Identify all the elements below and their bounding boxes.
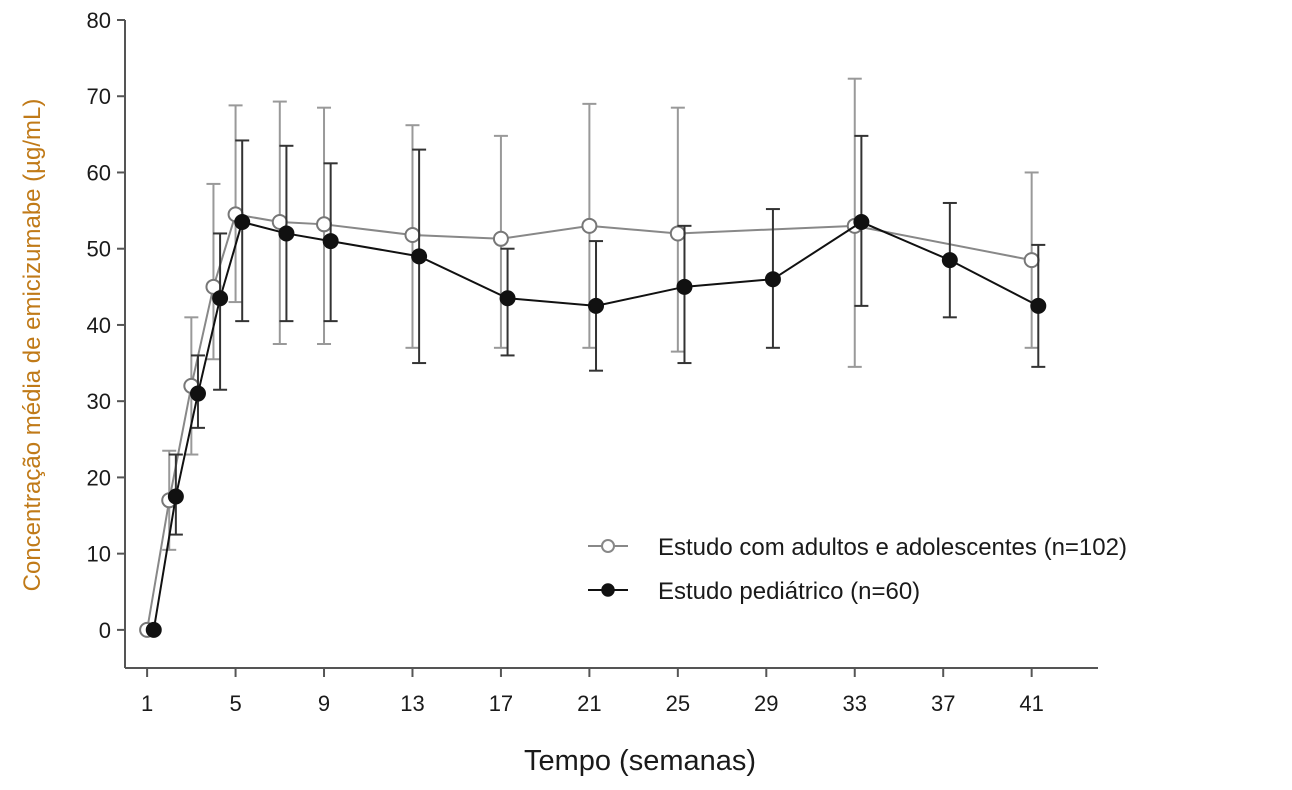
- y-tick-label: 70: [87, 84, 111, 109]
- x-tick-label: 41: [1019, 691, 1043, 716]
- y-axis-title: Concentração média de emicizumabe (µg/mL…: [19, 99, 46, 592]
- data-point-adults: [492, 230, 509, 247]
- y-tick-label: 0: [99, 618, 111, 643]
- data-point-pediatric: [941, 252, 958, 269]
- data-point-pediatric: [145, 621, 162, 638]
- y-tick-label: 40: [87, 313, 111, 338]
- series-layer: [139, 77, 1047, 638]
- axes: [124, 20, 1098, 669]
- data-point-pediatric: [278, 225, 295, 242]
- x-tick-label: 29: [754, 691, 778, 716]
- y-tick-label: 50: [87, 237, 111, 262]
- series-adults: [139, 77, 1040, 638]
- data-point-pediatric: [764, 271, 781, 288]
- data-point-adults: [316, 216, 333, 233]
- legend-marker-adults: [601, 539, 615, 553]
- x-tick-label: 9: [318, 691, 330, 716]
- data-point-pediatric: [189, 385, 206, 402]
- data-point-pediatric: [322, 233, 339, 250]
- data-point-adults: [581, 217, 598, 234]
- data-point-adults: [1023, 252, 1040, 269]
- data-point-pediatric: [1030, 297, 1047, 314]
- legend-label-pediatric: Estudo pediátrico (n=60): [658, 578, 920, 605]
- x-tick-label: 5: [229, 691, 241, 716]
- y-tick-label: 10: [87, 542, 111, 567]
- x-tick-label: 33: [843, 691, 867, 716]
- data-point-pediatric: [499, 290, 516, 307]
- x-tick-label: 1: [141, 691, 153, 716]
- x-axis-ticks: 1 5 9 13 17 21 25 29 33 37 41: [141, 668, 1044, 716]
- data-point-pediatric: [234, 214, 251, 231]
- x-tick-label: 17: [489, 691, 513, 716]
- x-tick-label: 13: [400, 691, 424, 716]
- y-tick-label: 20: [87, 465, 111, 490]
- data-point-pediatric: [588, 297, 605, 314]
- legend-marker-pediatric: [601, 583, 615, 597]
- x-axis-title: Tempo (semanas): [524, 745, 756, 777]
- y-tick-label: 30: [87, 389, 111, 414]
- legend-label-adults: Estudo com adultos e adolescentes (n=102…: [658, 534, 1127, 561]
- data-point-pediatric: [411, 248, 428, 265]
- data-point-adults: [669, 225, 686, 242]
- data-point-pediatric: [676, 278, 693, 295]
- x-tick-label: 37: [931, 691, 955, 716]
- x-tick-label: 25: [666, 691, 690, 716]
- y-tick-label: 60: [87, 160, 111, 185]
- data-point-pediatric: [167, 488, 184, 505]
- legend: Estudo com adultos e adolescentes (n=102…: [588, 534, 1127, 605]
- y-tick-label: 80: [87, 8, 111, 33]
- series-pediatric: [145, 134, 1047, 638]
- data-point-pediatric: [853, 214, 870, 231]
- data-point-pediatric: [212, 290, 229, 307]
- data-point-adults: [404, 226, 421, 243]
- y-axis-ticks: 0 10 20 30 40 50 60 70 80: [87, 8, 125, 643]
- x-tick-label: 21: [577, 691, 601, 716]
